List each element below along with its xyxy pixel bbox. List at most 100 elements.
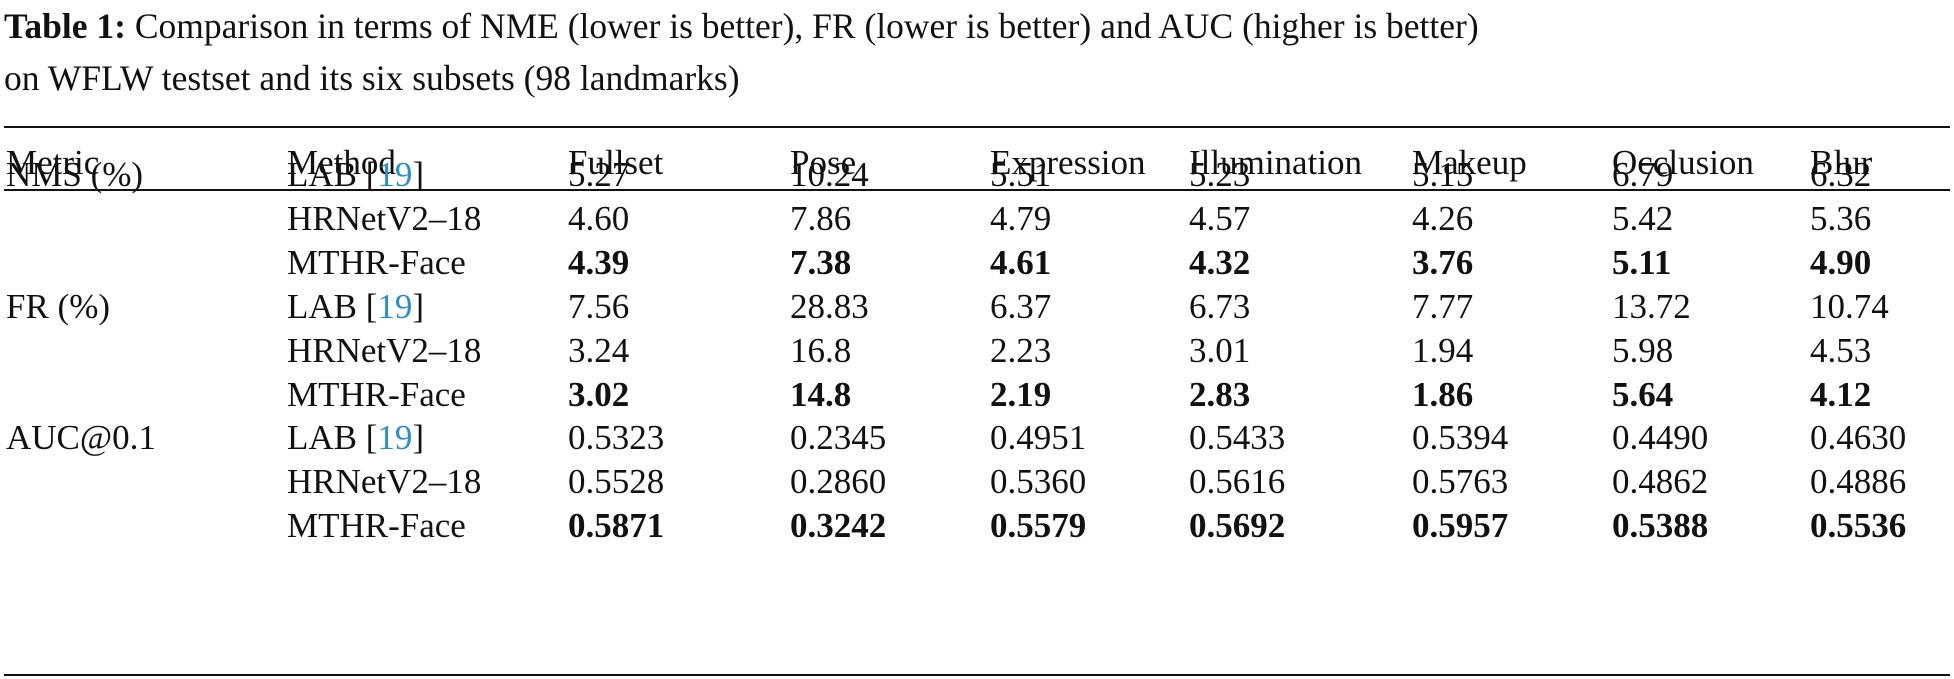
table-cell: 28.83 xyxy=(790,287,869,326)
table-cell: 5.51 xyxy=(990,155,1052,194)
caption-label: Table 1: xyxy=(4,6,126,46)
table-cell: 5.27 xyxy=(568,155,630,194)
citation-link[interactable]: 19 xyxy=(377,155,413,194)
method-label: MTHR-Face xyxy=(287,506,466,545)
method-name: MTHR-Face xyxy=(287,243,466,283)
table-cell: 3.76 xyxy=(1412,243,1474,282)
table-cell: 5.42 xyxy=(1612,199,1674,238)
table-cell: 0.5433 xyxy=(1189,418,1286,457)
table-cell: 5.64 xyxy=(1612,375,1674,414)
method-label: MTHR-Face xyxy=(287,243,466,282)
table-cell: 5.23 xyxy=(1189,155,1251,194)
table-cell: 4.39 xyxy=(568,243,630,282)
table-cell: 0.5579 xyxy=(990,506,1087,545)
table-cell: 0.5394 xyxy=(1412,418,1509,457)
table-cell: 0.4862 xyxy=(1612,462,1709,501)
table-cell: 7.38 xyxy=(790,243,852,282)
table-cell: 0.2860 xyxy=(790,462,887,501)
method-label: HRNetV2–18 xyxy=(287,331,482,370)
table-cell: 0.4951 xyxy=(990,418,1087,457)
table-cell: 4.60 xyxy=(568,199,630,238)
caption-line-1: Table 1: Comparison in terms of NME (low… xyxy=(4,0,1950,52)
table-cell: 0.5763 xyxy=(1412,462,1509,501)
table-cell: 1.94 xyxy=(1412,331,1474,370)
method-label: LAB [ xyxy=(287,155,378,194)
column-header-fullset: Fullset xyxy=(568,143,664,182)
method-name: MTHR-Face xyxy=(287,375,466,415)
table-cell: 4.12 xyxy=(1810,375,1872,414)
table-cell: 6.79 xyxy=(1612,155,1674,194)
table-cell: 7.77 xyxy=(1412,287,1474,326)
table-cell: 4.57 xyxy=(1189,199,1251,238)
table-header-rule xyxy=(4,189,1950,191)
method-name: LAB [19] xyxy=(287,155,424,195)
column-header-pose: Pose xyxy=(790,143,857,182)
table-cell: 0.3242 xyxy=(790,506,887,545)
table-cell: 4.61 xyxy=(990,243,1052,282)
citation-bracket: ] xyxy=(412,418,425,457)
table-cell: 4.32 xyxy=(1189,243,1251,282)
citation-bracket: ] xyxy=(412,287,425,326)
table-cell: 0.5536 xyxy=(1810,506,1907,545)
metric-label: AUC@0.1 xyxy=(6,418,156,457)
table-cell: 0.4886 xyxy=(1810,462,1907,501)
caption-text-1: Comparison in terms of NME (lower is bet… xyxy=(125,6,1479,46)
table-cell: 7.56 xyxy=(568,287,630,326)
table-cell: 0.5957 xyxy=(1412,506,1509,545)
table-cell: 16.8 xyxy=(790,331,852,370)
table-cell: 10.74 xyxy=(1810,287,1889,326)
table-caption: Table 1: Comparison in terms of NME (low… xyxy=(4,0,1950,104)
table-cell: 0.4490 xyxy=(1612,418,1709,457)
table-cell: 10.24 xyxy=(790,155,869,194)
column-header-makeup: Makeup xyxy=(1412,143,1527,182)
table-cell: 0.4630 xyxy=(1810,418,1907,457)
caption-line-2: on WFLW testset and its six subsets (98 … xyxy=(4,58,740,98)
metric-label: NMS (%) xyxy=(6,155,144,194)
citation-link[interactable]: 19 xyxy=(377,287,413,326)
table-cell: 0.5323 xyxy=(568,418,665,457)
table-cell: 0.5692 xyxy=(1189,506,1286,545)
method-label: MTHR-Face xyxy=(287,375,466,414)
table-cell: 4.53 xyxy=(1810,331,1872,370)
table-cell: 3.02 xyxy=(568,375,630,414)
column-header-method: Method xyxy=(287,143,396,182)
method-label: LAB [ xyxy=(287,287,378,326)
method-name: MTHR-Face xyxy=(287,506,466,546)
table-cell: 6.37 xyxy=(990,287,1052,326)
table-cell: 6.73 xyxy=(1189,287,1251,326)
table-cell: 5.11 xyxy=(1612,243,1672,282)
table-cell: 0.5360 xyxy=(990,462,1087,501)
column-header-occlusion: Occlusion xyxy=(1612,143,1754,182)
method-name: LAB [19] xyxy=(287,287,424,327)
table-cell: 4.79 xyxy=(990,199,1052,238)
table-cell: 7.86 xyxy=(790,199,852,238)
citation-bracket: ] xyxy=(412,155,425,194)
table-cell: 2.83 xyxy=(1189,375,1251,414)
table-cell: 5.98 xyxy=(1612,331,1674,370)
citation-link[interactable]: 19 xyxy=(377,418,413,457)
table-cell: 3.24 xyxy=(568,331,630,370)
table-cell: 1.86 xyxy=(1412,375,1474,414)
table-bottom-rule xyxy=(4,674,1950,676)
table-cell: 0.2345 xyxy=(790,418,887,457)
table-cell: 13.72 xyxy=(1612,287,1691,326)
table-cell: 3.01 xyxy=(1189,331,1251,370)
column-header-illumination: Illumination xyxy=(1189,143,1363,182)
column-header-blur: Blur xyxy=(1810,143,1873,182)
table-cell: 0.5616 xyxy=(1189,462,1286,501)
column-header-expression: Expression xyxy=(990,143,1146,182)
metric-label: FR (%) xyxy=(6,287,111,326)
table-cell: 2.19 xyxy=(990,375,1052,414)
method-label: LAB [ xyxy=(287,418,378,457)
method-name: HRNetV2–18 xyxy=(287,331,481,371)
table-cell: 0.5871 xyxy=(568,506,665,545)
table-cell: 14.8 xyxy=(790,375,852,414)
method-label: HRNetV2–18 xyxy=(287,462,482,501)
table-cell: 4.90 xyxy=(1810,243,1872,282)
table-cell: 4.26 xyxy=(1412,199,1474,238)
column-header-metric: Metric xyxy=(6,143,100,182)
table-cell: 6.32 xyxy=(1810,155,1872,194)
table-cell: 5.36 xyxy=(1810,199,1872,238)
table-top-rule xyxy=(4,126,1950,128)
table-cell: 0.5388 xyxy=(1612,506,1709,545)
